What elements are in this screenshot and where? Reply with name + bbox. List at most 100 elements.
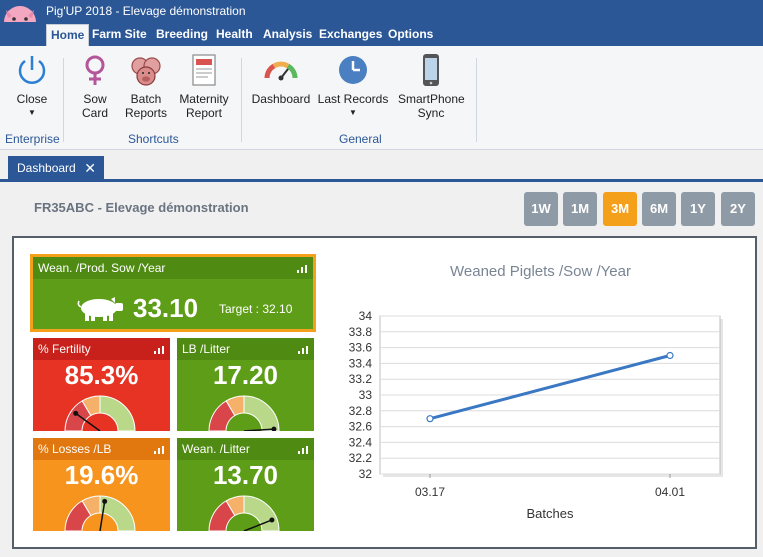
smartphone-sync-button[interactable]: SmartPhone Sync (396, 52, 466, 120)
tab-dashboard[interactable]: Dashboard ✕ (8, 156, 104, 180)
period-button-1m[interactable]: 1M (563, 192, 597, 226)
gauge-needle-tip (73, 410, 79, 416)
menu-tab-exchanges[interactable]: Exchanges (319, 27, 383, 41)
y-tick-label: 33.8 (349, 325, 373, 339)
kpi-value: 17.20 (212, 360, 279, 390)
gauge (208, 395, 280, 431)
kpi-tile-header: LB /Litter (177, 338, 314, 360)
y-tick-label: 33.2 (349, 372, 373, 386)
gauge-needle (243, 428, 274, 431)
kpi-tile-weaned-per-sow[interactable]: Wean. /Prod. Sow /Year 33.10 Target : 32… (30, 254, 316, 332)
kpi-tile-lb-per-litter[interactable]: LB /Litter 17.20 (177, 338, 314, 431)
menu-tab-options[interactable]: Options (388, 27, 434, 41)
maternity-report-label: Maternity Report (179, 92, 229, 120)
kpi-name: % Losses /LB (38, 442, 112, 456)
batch-reports-button[interactable]: Batch Reports (122, 52, 170, 120)
period-button-2y[interactable]: 2Y (721, 192, 755, 226)
female-symbol-icon (85, 55, 105, 85)
sow-card-label: Sow Card (81, 92, 108, 120)
bar-chart-icon (298, 346, 308, 354)
y-tick-label: 32.8 (349, 404, 373, 418)
kpi-tile-header: Wean. /Litter (177, 438, 314, 460)
smartphone-sync-label: SmartPhone Sync (398, 92, 465, 120)
period-button-6m[interactable]: 6M (642, 192, 676, 226)
kpi-tile-fertility[interactable]: % Fertility 85.3% (33, 338, 170, 431)
y-tick-label: 32.6 (349, 420, 373, 434)
power-icon (18, 56, 46, 84)
clock-icon (339, 56, 367, 84)
y-tick-label: 32.4 (349, 435, 373, 449)
ribbon-separator (241, 58, 242, 142)
menu-tab-analysis[interactable]: Analysis (263, 27, 313, 41)
dashboard-button[interactable]: Dashboard (250, 52, 312, 106)
gauge-segment (243, 495, 280, 531)
ribbon-separator (476, 58, 477, 142)
period-button-1w[interactable]: 1W (524, 192, 558, 226)
smartphone-icon (423, 54, 439, 86)
data-point (666, 351, 674, 360)
bar-chart-icon (154, 346, 164, 354)
close-button[interactable]: Close ▼ (10, 52, 54, 120)
gauge (64, 495, 136, 531)
bar-chart-icon (154, 446, 164, 454)
y-tick-label: 32.2 (349, 451, 373, 465)
x-axis-label: Batches (527, 506, 574, 521)
x-tick-label: 03.17 (415, 485, 445, 499)
kpi-name: LB /Litter (182, 342, 231, 356)
farm-title: FR35ABC - Elevage démonstration (34, 200, 249, 215)
kpi-tile-losses[interactable]: % Losses /LB 19.6% (33, 438, 170, 531)
close-label: Close (16, 92, 48, 106)
gauge (208, 495, 280, 531)
chevron-down-icon: ▼ (28, 108, 36, 117)
menu-bar: Home Farm Site Breeding Health Analysis … (0, 22, 763, 46)
y-tick-label: 33.6 (349, 341, 373, 355)
group-label-shortcuts: Shortcuts (128, 132, 179, 146)
dashboard-label: Dashboard (251, 92, 311, 106)
document-tab-bar: Dashboard ✕ (0, 150, 763, 182)
maternity-report-button[interactable]: Maternity Report (174, 52, 234, 120)
bar-chart-icon (297, 265, 307, 273)
kpi-tile-header: Wean. /Prod. Sow /Year (33, 257, 313, 279)
gauge-needle (243, 519, 273, 531)
ribbon-separator (63, 58, 64, 142)
gauge-segment (243, 395, 280, 431)
gauge-needle (99, 501, 106, 531)
group-label-general: General (339, 132, 382, 146)
menu-tab-farm-site[interactable]: Farm Site (92, 27, 147, 41)
tab-dashboard-label: Dashboard (17, 161, 76, 175)
period-button-1y[interactable]: 1Y (681, 192, 715, 226)
batch-reports-label: Batch Reports (124, 92, 168, 120)
kpi-name: Wean. /Litter (182, 442, 250, 456)
last-records-label: Last Records (317, 92, 389, 106)
ribbon: Close ▼ Enterprise Sow Card Batch Report… (0, 46, 763, 150)
gauge-segment (99, 395, 136, 431)
pig-faces-icon (131, 57, 161, 86)
window-title: Pig'UP 2018 - Elevage démonstration (46, 4, 246, 18)
kpi-target: Target : 32.10 (219, 302, 293, 316)
data-point (426, 415, 434, 423)
kpi-value: 33.10 (133, 293, 199, 323)
y-tick-label: 34 (359, 309, 373, 323)
y-tick-label: 33 (359, 388, 373, 402)
series-line (429, 354, 671, 421)
menu-tab-breeding[interactable]: Breeding (156, 27, 209, 41)
gauge-segment (99, 495, 136, 531)
speedometer-icon (264, 61, 298, 81)
close-icon[interactable]: ✕ (84, 160, 96, 176)
chevron-down-icon: ▼ (349, 108, 357, 117)
sow-card-button[interactable]: Sow Card (74, 52, 116, 120)
menu-tab-health[interactable]: Health (216, 27, 253, 41)
x-tick-label: 04.01 (655, 485, 685, 499)
title-bar: Pig'UP 2018 - Elevage démonstration (0, 0, 763, 22)
pig-silhouette-icon (77, 297, 123, 321)
line-chart: 32 32.2 32.432.6 32.8 33 33.2 33.433.6 33.8 34 03… (349, 309, 723, 521)
y-tick-label: 33.4 (349, 356, 373, 370)
gauge (64, 395, 136, 431)
period-button-3m[interactable]: 3M (603, 192, 637, 226)
menu-tab-home[interactable]: Home (46, 24, 90, 46)
kpi-value: 13.70 (212, 460, 279, 490)
last-records-button[interactable]: Last Records ▼ (316, 52, 390, 120)
kpi-tile-weaned-per-litter[interactable]: Wean. /Litter 13.70 (177, 438, 314, 531)
gauge-needle-tip (269, 517, 275, 523)
kpi-name: % Fertility (38, 342, 91, 356)
